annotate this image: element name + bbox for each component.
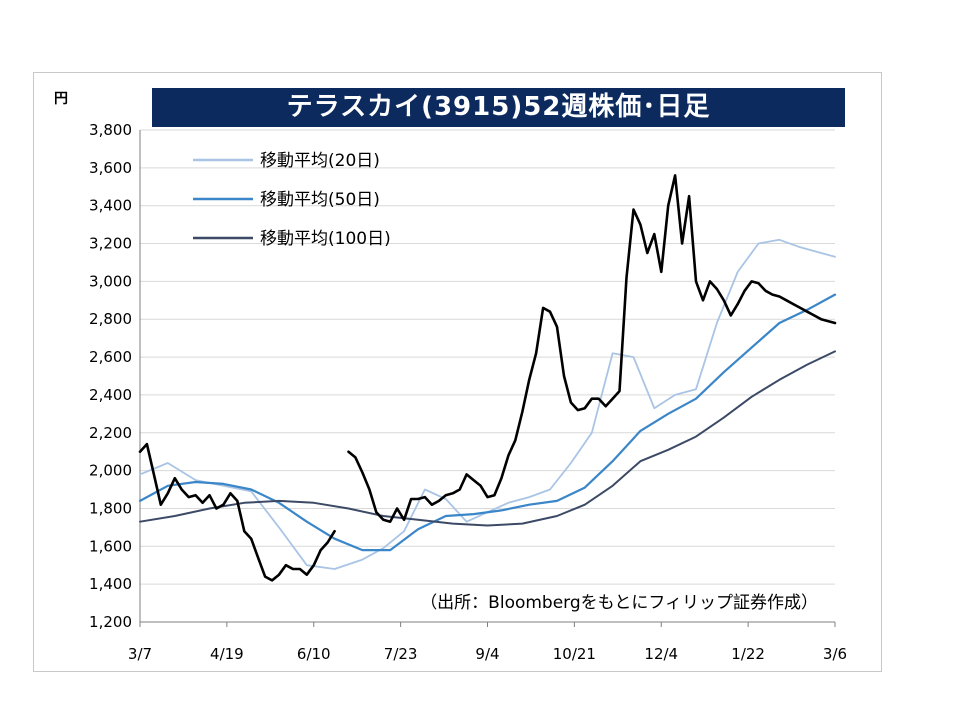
y-tick-label: 2,800 [89,310,132,328]
gridlines [139,129,835,623]
x-tick-label: 6/10 [297,645,331,663]
y-tick-label: 3,000 [89,272,132,290]
series-line [138,174,837,582]
y-axis-ticks: 1,200 1,400 1,600 1,800 2,000 2,200 2,400 2,600… [89,121,132,631]
y-tick-label: 1,800 [89,499,132,517]
x-tick-label: 10/21 [553,645,596,663]
y-tick-label: 1,600 [89,537,132,555]
chart-title: テラスカイ(3915)52週株価･日足 [152,88,845,127]
source-note: （出所：Bloombergをもとにフィリップ証券作成） [420,593,818,613]
y-tick-label: 3,800 [89,121,132,139]
y-tick-label: 2,600 [89,348,132,366]
series-line [139,350,836,527]
x-axis-ticks: 3/7 4/19 6/10 7/23 9/4 10/21 12/4 1/22 3/6 [128,622,847,663]
legend: 移動平均(20日) 移動平均(50日) 移動平均(100日) [193,151,391,249]
y-tick-label: 3,600 [89,159,132,177]
x-tick-label: 3/7 [128,645,152,663]
x-tick-label: 1/22 [731,645,765,663]
x-tick-label: 12/4 [644,645,678,663]
y-tick-label: 2,000 [89,462,132,480]
legend-label: 移動平均(50日) [260,190,380,210]
legend-label: 移動平均(20日) [260,151,380,171]
x-tick-label: 4/19 [210,645,244,663]
y-tick-label: 3,200 [89,235,132,253]
y-tick-label: 1,200 [89,613,132,631]
legend-label: 移動平均(100日) [260,229,391,249]
x-tick-label: 3/6 [823,645,847,663]
x-tick-label: 7/23 [384,645,418,663]
series-line [139,238,836,570]
y-tick-label: 1,400 [89,575,132,593]
series-line [138,293,837,552]
chart-frame [33,72,882,672]
series-lines [138,174,837,582]
y-tick-label: 3,400 [89,197,132,215]
y-tick-label: 2,400 [89,386,132,404]
y-unit-label: 円 [54,91,68,107]
y-tick-label: 2,200 [89,424,132,442]
x-tick-label: 9/4 [475,645,499,663]
